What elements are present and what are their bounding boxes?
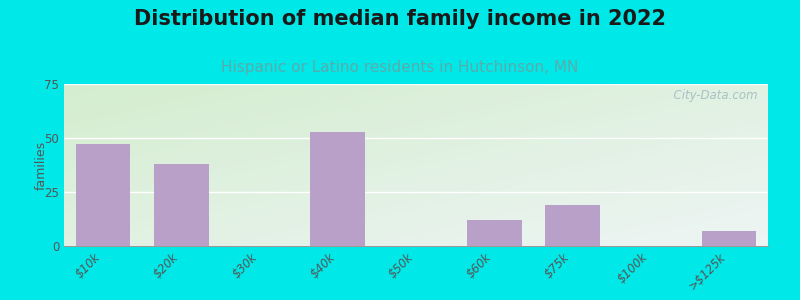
Text: Hispanic or Latino residents in Hutchinson, MN: Hispanic or Latino residents in Hutchins… [222, 60, 578, 75]
Bar [76, 145, 130, 246]
Bar [702, 231, 756, 246]
Bar [310, 131, 365, 246]
Bar [154, 164, 209, 246]
Bar [467, 220, 522, 246]
Text: City-Data.com: City-Data.com [666, 89, 758, 102]
Bar [545, 205, 600, 246]
Y-axis label: families: families [35, 140, 48, 190]
Text: Distribution of median family income in 2022: Distribution of median family income in … [134, 9, 666, 29]
